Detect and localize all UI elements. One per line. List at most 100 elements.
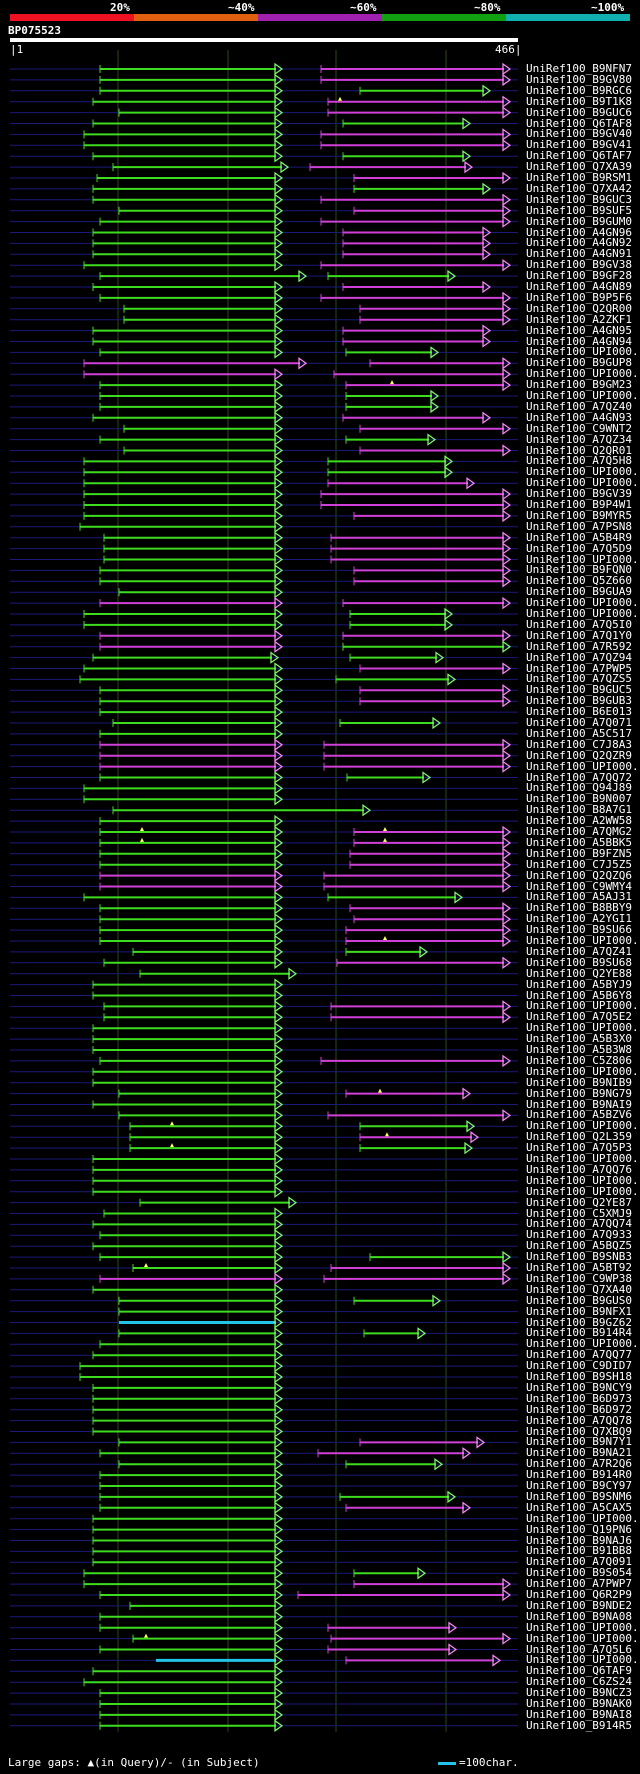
hit-link[interactable]: UniRef100_A7Q091 — [526, 1555, 632, 1569]
hit-link[interactable]: UniRef100_B9CY97 — [526, 1479, 632, 1492]
hit-link[interactable]: UniRef100_A7QQ74 — [526, 1217, 632, 1231]
hit-link[interactable]: UniRef100_UPI000.. — [526, 1173, 640, 1187]
hit-link[interactable]: UniRef100_A5AJ31 — [526, 890, 632, 904]
hit-link[interactable]: UniRef100_UPI000.. — [526, 465, 640, 479]
hit-link[interactable]: UniRef100_B9GF28 — [526, 269, 632, 283]
hit-link[interactable]: UniRef100_UPI000.. — [526, 596, 640, 610]
hit-link[interactable]: UniRef100_A7Q5H8 — [526, 454, 632, 468]
hit-link[interactable]: UniRef100_A7QZS5 — [526, 672, 632, 686]
hit-link[interactable]: UniRef100_A4GN89 — [526, 280, 632, 293]
hit-link[interactable]: UniRef100_B914R4 — [526, 1326, 632, 1340]
hit-link[interactable]: UniRef100_UPI000.. — [526, 367, 640, 381]
hit-link[interactable]: UniRef100_UPI000.. — [526, 1620, 640, 1634]
hit-link[interactable]: UniRef100_Q7XA42 — [526, 181, 632, 195]
hit-link[interactable]: UniRef100_UPI000.. — [526, 607, 640, 620]
hit-link[interactable]: UniRef100_A4GN95 — [526, 323, 632, 337]
hit-link[interactable]: UniRef100_B9S054 — [526, 1566, 632, 1580]
hit-link[interactable]: UniRef100_A7R2Q6 — [526, 1457, 632, 1471]
hit-link[interactable]: UniRef100_B9N007 — [526, 792, 632, 806]
hit-link[interactable]: UniRef100_B9N7Y1 — [526, 1435, 632, 1449]
hit-link[interactable]: UniRef100_C9WMY4 — [526, 879, 632, 893]
hit-link[interactable]: UniRef100_B9SNM6 — [526, 1489, 632, 1503]
hit-link[interactable]: UniRef100_C9WNT2 — [526, 421, 632, 435]
hit-link[interactable]: UniRef100_B9P4W1 — [526, 498, 632, 511]
hit-link[interactable]: UniRef100_A5BYJ9 — [526, 977, 632, 991]
hit-link[interactable]: UniRef100_A5BZV6 — [526, 1108, 632, 1122]
hit-link[interactable]: UniRef100_UPI000.. — [526, 345, 640, 359]
hit-link[interactable]: UniRef100_B9SU68 — [526, 955, 632, 969]
hit-link[interactable]: UniRef100_A4GN92 — [526, 236, 632, 250]
hit-link[interactable]: UniRef100_B9GZ62 — [526, 1315, 632, 1329]
hit-link[interactable]: UniRef100_B914R0 — [526, 1468, 632, 1482]
hit-link[interactable]: UniRef100_A5B6Y8 — [526, 988, 632, 1002]
hit-link[interactable]: UniRef100_UPI000.. — [526, 1064, 640, 1078]
hit-link[interactable]: UniRef100_A7Q5P3 — [526, 1141, 632, 1155]
hit-link[interactable]: UniRef100_B9NG79 — [526, 1086, 632, 1100]
hit-link[interactable]: UniRef100_B9GV40 — [526, 127, 632, 141]
hit-link[interactable]: UniRef100_A4GN96 — [526, 225, 632, 239]
hit-link[interactable]: UniRef100_B914R5 — [526, 1718, 632, 1732]
hit-link[interactable]: UniRef100_B9SUF5 — [526, 203, 632, 217]
hit-link[interactable]: UniRef100_B9RGC6 — [526, 83, 632, 97]
hit-link[interactable]: UniRef100_C5XMJ9 — [526, 1206, 632, 1220]
hit-link[interactable]: UniRef100_A5BT92 — [526, 1261, 632, 1274]
hit-link[interactable]: UniRef100_Q2QR01 — [526, 443, 632, 457]
hit-link[interactable]: UniRef100_A7Q1Y0 — [526, 628, 632, 642]
hit-link[interactable]: UniRef100_A7PWP7 — [526, 1577, 632, 1591]
hit-link[interactable]: UniRef100_Q2L359 — [526, 1130, 632, 1144]
hit-link[interactable]: UniRef100_A7Q5I0 — [526, 617, 632, 631]
hit-link[interactable]: UniRef100_B9GUC3 — [526, 192, 632, 206]
hit-link[interactable]: UniRef100_UPI000.. — [526, 999, 640, 1013]
hit-link[interactable]: UniRef100_B9GUC5 — [526, 683, 632, 697]
hit-link[interactable]: UniRef100_C5Z806 — [526, 1053, 632, 1067]
hit-link[interactable]: UniRef100_A5B3W8 — [526, 1043, 632, 1056]
hit-link[interactable]: UniRef100_A7Q071 — [526, 716, 632, 729]
hit-link[interactable]: UniRef100_B9FQN0 — [526, 563, 632, 577]
hit-link[interactable]: UniRef100_A5CAX5 — [526, 1500, 632, 1514]
hit-link[interactable]: UniRef100_C7J5Z5 — [526, 857, 632, 871]
hit-link[interactable]: UniRef100_Q2QR00 — [526, 301, 632, 315]
hit-link[interactable]: UniRef100_A7QMG2 — [526, 825, 632, 838]
hit-link[interactable]: UniRef100_Q6TAF9 — [526, 1664, 632, 1678]
hit-link[interactable]: UniRef100_UPI000.. — [526, 759, 640, 773]
hit-link[interactable]: UniRef100_Q5Z660 — [526, 574, 632, 588]
hit-link[interactable]: UniRef100_A4GN94 — [526, 334, 632, 348]
hit-link[interactable]: UniRef100_A5BQZ5 — [526, 1239, 632, 1253]
hit-link[interactable]: UniRef100_UPI000.. — [526, 1337, 640, 1351]
hit-link[interactable]: UniRef100_A7QZ40 — [526, 399, 632, 413]
hit-link[interactable]: UniRef100_C9DID7 — [526, 1359, 632, 1373]
hit-link[interactable]: UniRef100_UPI000.. — [526, 1653, 640, 1667]
hit-link[interactable]: UniRef100_A7Q933 — [526, 1228, 632, 1242]
hit-link[interactable]: UniRef100_A7QZ94 — [526, 650, 632, 664]
hit-link[interactable]: UniRef100_A5BBK5 — [526, 835, 632, 849]
hit-link[interactable]: UniRef100_A7QQ76 — [526, 1162, 632, 1176]
hit-link[interactable]: UniRef100_C6ZS24 — [526, 1675, 632, 1689]
hit-link[interactable]: UniRef100_A2ZKF1 — [526, 312, 632, 326]
hit-link[interactable]: UniRef100_B6D972 — [526, 1402, 632, 1416]
hit-link[interactable]: UniRef100_UPI000.. — [526, 934, 640, 947]
hit-link[interactable]: UniRef100_B9NCZ3 — [526, 1686, 632, 1700]
hit-link[interactable]: UniRef100_B9RSM1 — [526, 171, 632, 184]
hit-link[interactable]: UniRef100_A7Q5E2 — [526, 1010, 632, 1024]
hit-link[interactable]: UniRef100_A7PWP5 — [526, 661, 632, 675]
hit-link[interactable]: UniRef100_B8BBY9 — [526, 901, 632, 915]
hit-link[interactable]: UniRef100_A7QQ72 — [526, 770, 632, 784]
hit-link[interactable]: UniRef100_Q94J89 — [526, 781, 632, 795]
hit-link[interactable]: UniRef100_B9NAJ6 — [526, 1533, 632, 1547]
hit-link[interactable]: UniRef100_Q7XBQ9 — [526, 1424, 632, 1438]
hit-link[interactable]: UniRef100_B9NAI8 — [526, 1707, 632, 1721]
hit-link[interactable]: UniRef100_B9NFX1 — [526, 1304, 632, 1318]
hit-link[interactable]: UniRef100_B9GUM0 — [526, 214, 632, 228]
hit-link[interactable]: UniRef100_B91BB8 — [526, 1544, 632, 1558]
hit-link[interactable]: UniRef100_A5B4R9 — [526, 530, 632, 544]
hit-link[interactable]: UniRef100_C7J8A3 — [526, 737, 632, 751]
hit-link[interactable]: UniRef100_B9SNB3 — [526, 1250, 632, 1264]
hit-link[interactable]: UniRef100_B9SU66 — [526, 923, 632, 937]
hit-link[interactable]: UniRef100_UPI000.. — [526, 1511, 640, 1525]
hit-link[interactable]: UniRef100_UPI000.. — [526, 1119, 640, 1133]
hit-link[interactable]: UniRef100_A5B3X0 — [526, 1032, 632, 1046]
hit-link[interactable]: UniRef100_C9WP38 — [526, 1271, 632, 1285]
hit-link[interactable]: UniRef100_A7R592 — [526, 639, 632, 653]
hit-link[interactable]: UniRef100_B9GUP8 — [526, 356, 632, 370]
hit-link[interactable]: UniRef100_UPI000.. — [526, 1021, 640, 1035]
